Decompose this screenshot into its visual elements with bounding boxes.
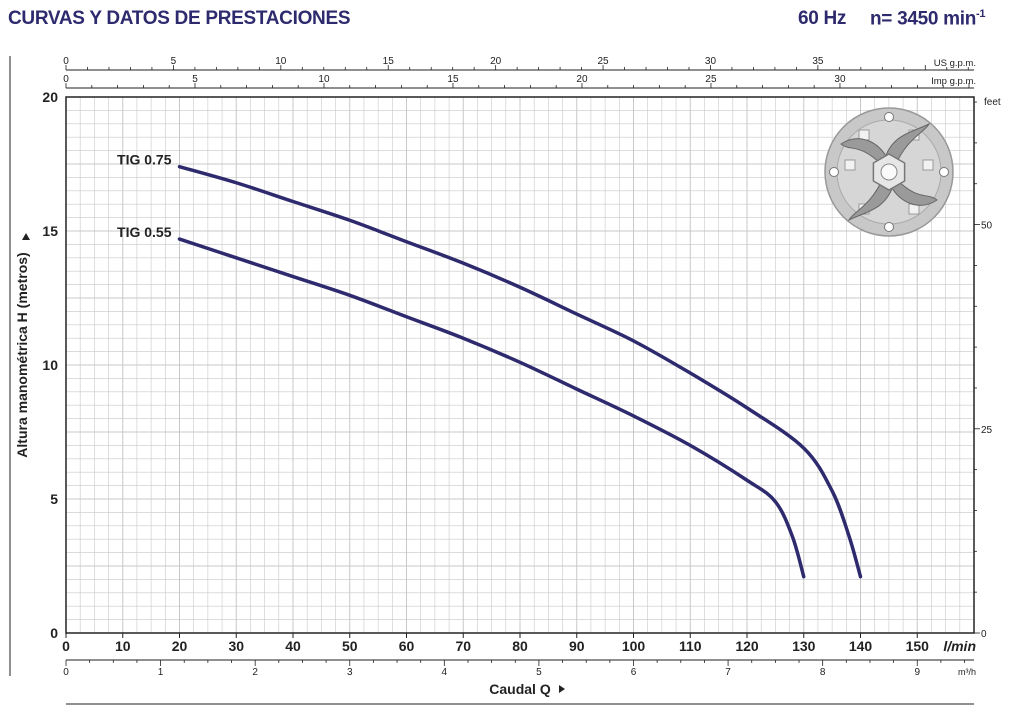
bottom-axis-tick-label: 6 <box>631 667 637 678</box>
bottom-axis-tick-label: 5 <box>536 667 542 678</box>
y-tick-label: 0 <box>50 625 58 641</box>
x-tick-label: 100 <box>622 638 646 654</box>
top-axis-tick-label: 30 <box>705 56 717 67</box>
top-axis-tick-label: 20 <box>490 56 502 67</box>
series-line <box>177 164 863 579</box>
x-tick-label: 140 <box>849 638 873 654</box>
top-axis-tick-label: 15 <box>383 56 395 67</box>
bottom-axis-unit: m³/h <box>958 667 976 677</box>
top-axis-tick-label: 0 <box>63 74 69 85</box>
bottom-axis-tick-label: 2 <box>252 667 258 678</box>
y-tick-label: 20 <box>42 89 58 105</box>
x-tick-label: 20 <box>172 638 188 654</box>
x-tick-label: 40 <box>285 638 301 654</box>
speed-exponent: -1 <box>976 8 986 20</box>
y-tick-label: 5 <box>50 491 58 507</box>
x-tick-label: 90 <box>569 638 585 654</box>
x-tick-label: 70 <box>455 638 471 654</box>
x-tick-label: 150 <box>906 638 930 654</box>
bottom-axis-tick-label: 1 <box>158 667 164 678</box>
bottom-axis-tick-label: 0 <box>63 667 69 678</box>
top-axis-tick-label: 25 <box>705 74 717 85</box>
chart-tick-labels: 0 5 10 15 20 25 30 35 US g.p.m.0 5 10 15 20 25 30 Imp g… <box>14 56 1001 697</box>
right-axis-tick-label: 50 <box>981 221 993 232</box>
chart-curves <box>177 164 863 579</box>
series-label: TIG 0.75 <box>117 152 172 168</box>
page-title: CURVAS Y DATOS DE PRESTACIONES <box>8 8 351 29</box>
x-unit-label: l/min <box>943 638 976 654</box>
x-tick-label: 110 <box>679 638 702 654</box>
x-tick-label: 60 <box>399 638 415 654</box>
bottom-axis-tick-label: 3 <box>347 667 353 678</box>
x-tick-label: 10 <box>115 638 131 654</box>
bottom-axis-tick-label: 4 <box>442 667 448 678</box>
chart-axes <box>9 56 980 705</box>
top-axis-tick-label: 5 <box>171 56 177 67</box>
top-axis-tick-label: 5 <box>192 74 198 85</box>
top-axis-tick-label: 35 <box>812 56 824 67</box>
speed-label: n= 3450 min-1 <box>870 8 986 30</box>
x-tick-label: 50 <box>342 638 358 654</box>
right-axis-unit: feet <box>984 97 1001 108</box>
top-axis-tick-label: 30 <box>834 74 846 85</box>
x-tick-label: 0 <box>62 638 70 654</box>
x-axis-title: Caudal Q <box>489 681 551 697</box>
right-axis-tick-label: 25 <box>981 425 993 436</box>
frequency-label: 60 Hz <box>798 8 847 29</box>
top-axis-unit: US g.p.m. <box>934 58 976 69</box>
chart-grid <box>65 96 975 634</box>
series-line <box>177 237 806 579</box>
x-tick-label: 30 <box>228 638 244 654</box>
x-tick-label: 120 <box>735 638 759 654</box>
speed-value: n= 3450 min <box>870 8 977 30</box>
top-axis-tick-label: 25 <box>597 56 609 67</box>
top-axis-tick-label: 15 <box>447 74 459 85</box>
top-axis-unit: Imp g.p.m. <box>931 76 976 87</box>
x-tick-label: 130 <box>792 638 816 654</box>
top-axis-tick-label: 0 <box>63 56 69 67</box>
bottom-axis-tick-label: 7 <box>725 667 731 678</box>
bottom-axis-tick-label: 8 <box>820 667 826 678</box>
top-axis-tick-label: 10 <box>275 56 287 67</box>
top-axis-tick-label: 20 <box>576 74 588 85</box>
y-axis-arrow-icon <box>22 233 30 240</box>
right-axis-tick-label: 0 <box>981 629 987 640</box>
y-tick-label: 15 <box>42 223 58 239</box>
y-tick-label: 10 <box>42 357 58 373</box>
x-tick-label: 80 <box>512 638 528 654</box>
impeller-image <box>824 107 954 237</box>
y-axis-title: Altura manométrica H (metros) <box>14 252 30 457</box>
x-axis-arrow-icon <box>559 685 565 693</box>
top-axis-tick-label: 10 <box>318 74 330 85</box>
series-label: TIG 0.55 <box>117 224 172 240</box>
bottom-axis-tick-label: 9 <box>914 667 920 678</box>
